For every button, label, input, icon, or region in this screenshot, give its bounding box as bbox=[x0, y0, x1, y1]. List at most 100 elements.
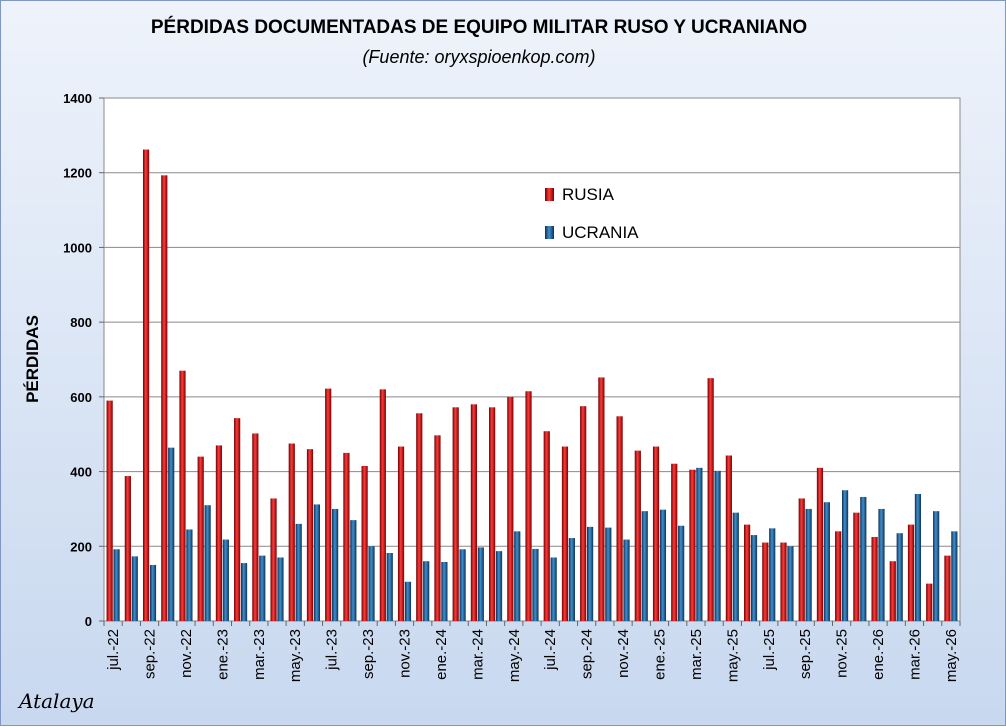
y-tick-label: 200 bbox=[70, 539, 92, 554]
y-tick-label: 1000 bbox=[63, 240, 92, 255]
bar-rusia bbox=[743, 524, 751, 621]
bar-ucrania bbox=[313, 504, 321, 621]
bar-rusia bbox=[234, 418, 241, 621]
bar-ucrania bbox=[787, 546, 794, 621]
x-tick-label: mar.-24 bbox=[469, 629, 486, 680]
signature: Atalaya bbox=[17, 689, 95, 713]
x-tick-label: jul.-24 bbox=[542, 629, 559, 671]
x-tick-label: may.-26 bbox=[943, 629, 960, 682]
bar-ucrania bbox=[732, 512, 739, 621]
chart-title: PÉRDIDAS DOCUMENTADAS DE EQUIPO MILITAR … bbox=[151, 16, 807, 38]
legend-label-rusia: RUSIA bbox=[562, 185, 615, 204]
bar-rusia bbox=[397, 446, 405, 621]
bar-ucrania bbox=[386, 553, 393, 621]
bar-ucrania bbox=[459, 549, 466, 621]
y-axis-label: PÉRDIDAS bbox=[23, 315, 42, 403]
bar-ucrania bbox=[113, 549, 120, 621]
y-tick-label: 400 bbox=[70, 465, 92, 480]
bar-rusia bbox=[707, 378, 714, 621]
x-tick-label: sep.-23 bbox=[360, 629, 377, 679]
bar-rusia bbox=[470, 404, 477, 621]
bar-ucrania bbox=[623, 539, 630, 621]
bar-ucrania bbox=[659, 509, 667, 621]
bar-rusia bbox=[561, 446, 569, 621]
legend-swatch-rusia bbox=[545, 188, 554, 201]
bar-rusia bbox=[379, 389, 386, 621]
x-tick-label: jul.-25 bbox=[761, 629, 778, 671]
x-tick-label: sep.-22 bbox=[142, 629, 159, 679]
bar-ucrania bbox=[259, 555, 266, 621]
x-tick-label: sep.-25 bbox=[797, 629, 814, 679]
bar-rusia bbox=[598, 377, 605, 621]
bar-ucrania bbox=[878, 508, 885, 621]
y-tick-label: 1200 bbox=[63, 166, 92, 181]
bar-rusia bbox=[161, 175, 168, 621]
x-tick-label: nov.-24 bbox=[615, 629, 632, 678]
x-tick-label: mar.-26 bbox=[906, 629, 923, 680]
bar-ucrania bbox=[696, 467, 703, 621]
bar-rusia bbox=[361, 465, 368, 621]
bar-rusia bbox=[853, 512, 860, 621]
bar-rusia bbox=[889, 561, 896, 621]
x-tick-label: nov.-25 bbox=[834, 629, 851, 678]
bar-ucrania bbox=[841, 490, 849, 621]
x-tick-label: mar.-25 bbox=[688, 629, 705, 680]
bar-rusia bbox=[252, 433, 259, 621]
bar-ucrania bbox=[587, 526, 594, 621]
x-axis-ticks: jul.-22 sep.-22 nov.-22 ene.-23 mar.-23 may.-… bbox=[103, 621, 961, 682]
bar-ucrania bbox=[477, 547, 484, 621]
bar-ucrania bbox=[350, 520, 357, 621]
bar-ucrania bbox=[678, 525, 685, 621]
bar-rusia bbox=[652, 446, 660, 621]
legend: RUSIA UCRANIA bbox=[545, 185, 639, 242]
bar-ucrania bbox=[532, 548, 539, 621]
bar-rusia bbox=[215, 445, 223, 621]
bar-rusia bbox=[816, 467, 824, 621]
x-tick-label: ene.-26 bbox=[870, 629, 887, 680]
bar-ucrania bbox=[605, 527, 612, 621]
bar-rusia bbox=[124, 476, 131, 621]
x-tick-label: mar.-23 bbox=[251, 629, 268, 680]
bar-rusia bbox=[416, 413, 423, 621]
bar-rusia bbox=[489, 407, 496, 621]
bar-ucrania bbox=[896, 533, 903, 621]
bar-ucrania bbox=[368, 546, 375, 621]
bar-rusia bbox=[452, 407, 459, 621]
bar-rusia bbox=[306, 449, 314, 621]
y-tick-label: 600 bbox=[70, 390, 92, 405]
bar-ucrania bbox=[295, 523, 302, 621]
y-tick-label: 800 bbox=[70, 315, 92, 330]
bar-ucrania bbox=[222, 539, 229, 621]
x-tick-label: may.-23 bbox=[287, 629, 304, 682]
bar-ucrania bbox=[277, 557, 284, 621]
legend-label-ucrania: UCRANIA bbox=[562, 223, 639, 242]
bar-ucrania bbox=[914, 493, 922, 621]
bar-rusia bbox=[325, 388, 332, 621]
bar-ucrania bbox=[933, 511, 940, 621]
bar-rusia bbox=[197, 456, 204, 621]
bar-ucrania bbox=[805, 508, 812, 621]
bar-rusia bbox=[106, 400, 113, 621]
bar-ucrania bbox=[860, 496, 867, 621]
bar-ucrania bbox=[332, 508, 339, 621]
bar-ucrania bbox=[769, 528, 776, 621]
x-tick-label: may.-24 bbox=[506, 629, 523, 682]
bar-ucrania bbox=[750, 535, 758, 621]
bar-ucrania bbox=[441, 561, 448, 621]
bar-rusia bbox=[798, 498, 805, 621]
bar-ucrania bbox=[495, 551, 503, 621]
bar-rusia bbox=[780, 542, 787, 621]
bar-rusia bbox=[343, 452, 350, 621]
bar-ucrania bbox=[149, 564, 157, 621]
bar-ucrania bbox=[131, 556, 138, 621]
bar-rusia bbox=[270, 498, 277, 621]
x-tick-label: nov.-23 bbox=[397, 629, 414, 678]
bar-ucrania bbox=[168, 447, 175, 621]
bar-rusia bbox=[926, 583, 933, 621]
legend-swatch-ucrania bbox=[545, 226, 554, 239]
bar-rusia bbox=[507, 396, 514, 621]
x-tick-label: ene.-24 bbox=[433, 629, 450, 680]
y-axis-ticks: 0 200 400 600 800 1000 1200 1400 bbox=[63, 91, 104, 629]
bar-rusia bbox=[835, 531, 842, 621]
